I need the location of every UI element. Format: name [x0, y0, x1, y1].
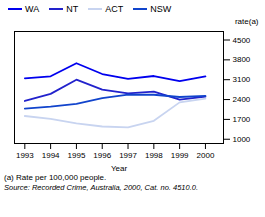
html-text:(a) Rate per 100,000 people.: (a) Rate per 100,000 people.: [4, 173, 107, 182]
svg-text:1995: 1995: [68, 151, 86, 160]
svg-text:1700: 1700: [233, 115, 251, 124]
svg-text:1996: 1996: [93, 151, 111, 160]
svg-text:Year: Year: [111, 164, 128, 173]
html-text:Source: Recorded Crime, Austra: Source: Recorded Crime, Australia, 2000,…: [4, 183, 198, 192]
svg-text:1999: 1999: [171, 151, 189, 160]
html-text:NSW: NSW: [150, 3, 172, 14]
html-text:WA: WA: [25, 3, 40, 14]
svg-text:2000: 2000: [197, 151, 215, 160]
html-text:ACT: ACT: [105, 3, 124, 14]
svg-text:2400: 2400: [233, 95, 251, 104]
svg-text:1993: 1993: [16, 151, 34, 160]
svg-text:1000: 1000: [233, 135, 251, 144]
svg-text:3100: 3100: [233, 75, 251, 84]
svg-text:4500: 4500: [233, 36, 251, 45]
svg-text:1998: 1998: [145, 151, 163, 160]
html-text:NT: NT: [66, 3, 79, 14]
svg-text:1994: 1994: [42, 151, 60, 160]
svg-text:3800: 3800: [233, 55, 251, 64]
svg-text:1997: 1997: [119, 151, 137, 160]
svg-text:rate(a): rate(a): [235, 17, 259, 26]
